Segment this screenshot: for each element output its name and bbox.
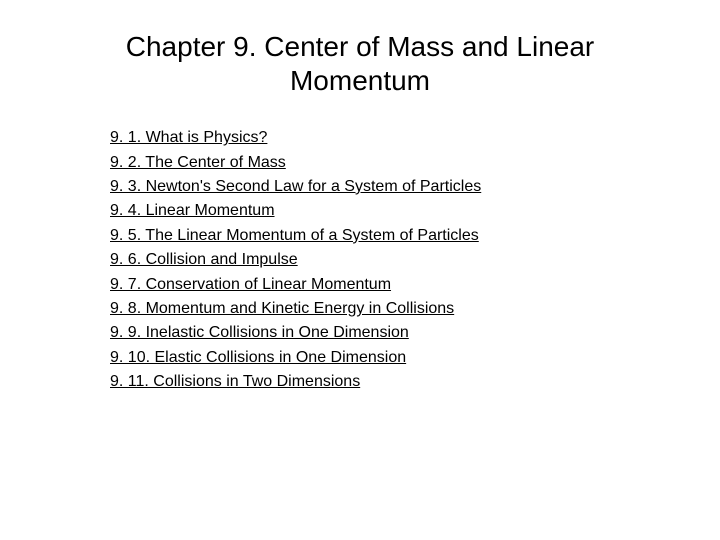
sections-list: 9. 1. What is Physics? 9. 2. The Center … [50,127,670,393]
section-link[interactable]: 9. 2. The Center of Mass [110,152,670,174]
section-link[interactable]: 9. 11. Collisions in Two Dimensions [110,371,670,393]
section-link[interactable]: 9. 9. Inelastic Collisions in One Dimens… [110,322,670,344]
section-link[interactable]: 9. 4. Linear Momentum [110,200,670,222]
section-link[interactable]: 9. 5. The Linear Momentum of a System of… [110,225,670,247]
chapter-title: Chapter 9. Center of Mass and Linear Mom… [50,30,670,97]
section-link[interactable]: 9. 10. Elastic Collisions in One Dimensi… [110,347,670,369]
section-link[interactable]: 9. 3. Newton's Second Law for a System o… [110,176,670,198]
section-link[interactable]: 9. 6. Collision and Impulse [110,249,670,271]
section-link[interactable]: 9. 1. What is Physics? [110,127,670,149]
section-link[interactable]: 9. 8. Momentum and Kinetic Energy in Col… [110,298,670,320]
section-link[interactable]: 9. 7. Conservation of Linear Momentum [110,274,670,296]
